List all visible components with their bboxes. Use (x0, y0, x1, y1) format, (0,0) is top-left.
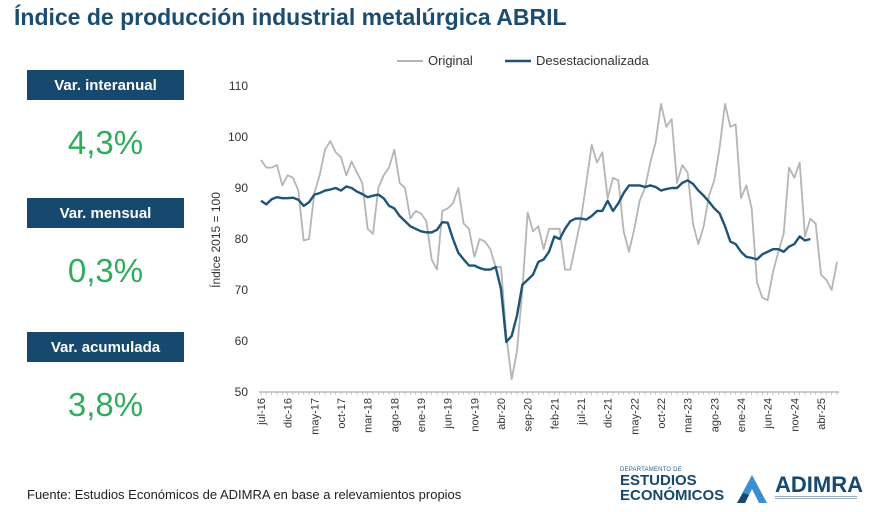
y-tick-label: 90 (235, 181, 249, 195)
x-tick-label: mar-18 (363, 398, 375, 433)
kpi-label-mensual: Var. mensual (27, 198, 184, 228)
adimra-mark-icon (737, 475, 767, 503)
x-tick-label: jul-16 (256, 398, 268, 426)
kpi-label-interanual: Var. interanual (27, 70, 184, 100)
adimra-subtitle-lines (775, 496, 857, 501)
plot-area (260, 102, 838, 381)
line-chart: Original Desestacionalizada Índice 2015 … (208, 53, 839, 435)
series-desestacionalizada-line (260, 179, 811, 344)
x-tick-label: mar-23 (683, 398, 695, 433)
legend-desestacionalizada-label: Desestacionalizada (536, 53, 650, 68)
x-tick-label: dic-21 (603, 398, 615, 428)
chart-legend: Original Desestacionalizada (397, 53, 650, 68)
x-tick-label: nov-19 (469, 398, 481, 432)
page-title: Índice de producción industrial metalúrg… (14, 4, 567, 30)
x-axis: jul-16 dic-16 may-17 oct-17 mar-18 ago-18 ene-… (256, 391, 839, 435)
y-tick-label: 50 (235, 385, 249, 399)
x-tick-label: abr-25 (816, 398, 828, 430)
kpi-value-acumulada: 3,8% (67, 386, 144, 423)
y-axis-label: Índice 2015 = 100 (208, 192, 223, 288)
x-tick-label: sep-20 (523, 398, 535, 432)
x-tick-label: ene-19 (416, 398, 428, 432)
x-tick-label: abr-20 (496, 398, 508, 430)
x-tick-label: ago-23 (709, 398, 721, 432)
kpi-value-interanual: 4,3% (67, 124, 144, 161)
kpi-label-acumulada: Var. acumulada (27, 332, 184, 362)
adimra-logo: ADIMRA (735, 470, 865, 506)
series-original-line (260, 102, 838, 381)
x-tick-label: may-22 (629, 398, 641, 435)
logo-small-text: DEPARTAMENTO DE (620, 467, 682, 473)
x-tick-label: jun-24 (763, 398, 775, 430)
estudios-economicos-logo: DEPARTAMENTO DE ESTUDIOS ECONÓMICOS (620, 467, 725, 507)
logo-line2: ECONÓMICOS (620, 487, 725, 504)
y-tick-label: 70 (235, 283, 249, 297)
x-tick-label: ene-24 (736, 398, 748, 432)
x-tick-label: jul-21 (576, 398, 588, 426)
logo-line1: ESTUDIOS (620, 472, 697, 489)
y-tick-label: 80 (235, 232, 249, 246)
x-tick-label: feb-21 (549, 398, 561, 429)
y-tick-label: 60 (235, 334, 249, 348)
y-tick-label: 110 (229, 79, 248, 93)
x-tick-label: oct-22 (656, 398, 668, 429)
x-tick-label: oct-17 (336, 398, 348, 429)
x-tick-label: jun-19 (443, 398, 455, 430)
x-tick-label: may-17 (309, 398, 321, 435)
adimra-wordmark: ADIMRA (775, 472, 863, 497)
x-tick-label: ago-18 (389, 398, 401, 432)
x-tick-label: dic-16 (283, 398, 295, 428)
y-axis: 50 60 70 80 90 100 110 (228, 79, 248, 399)
y-tick-label: 100 (228, 130, 248, 144)
source-note: Fuente: Estudios Económicos de ADIMRA en… (27, 487, 462, 502)
legend-original-label: Original (428, 53, 473, 68)
kpi-value-mensual: 0,3% (67, 252, 144, 289)
x-tick-label: nov-24 (789, 398, 801, 432)
